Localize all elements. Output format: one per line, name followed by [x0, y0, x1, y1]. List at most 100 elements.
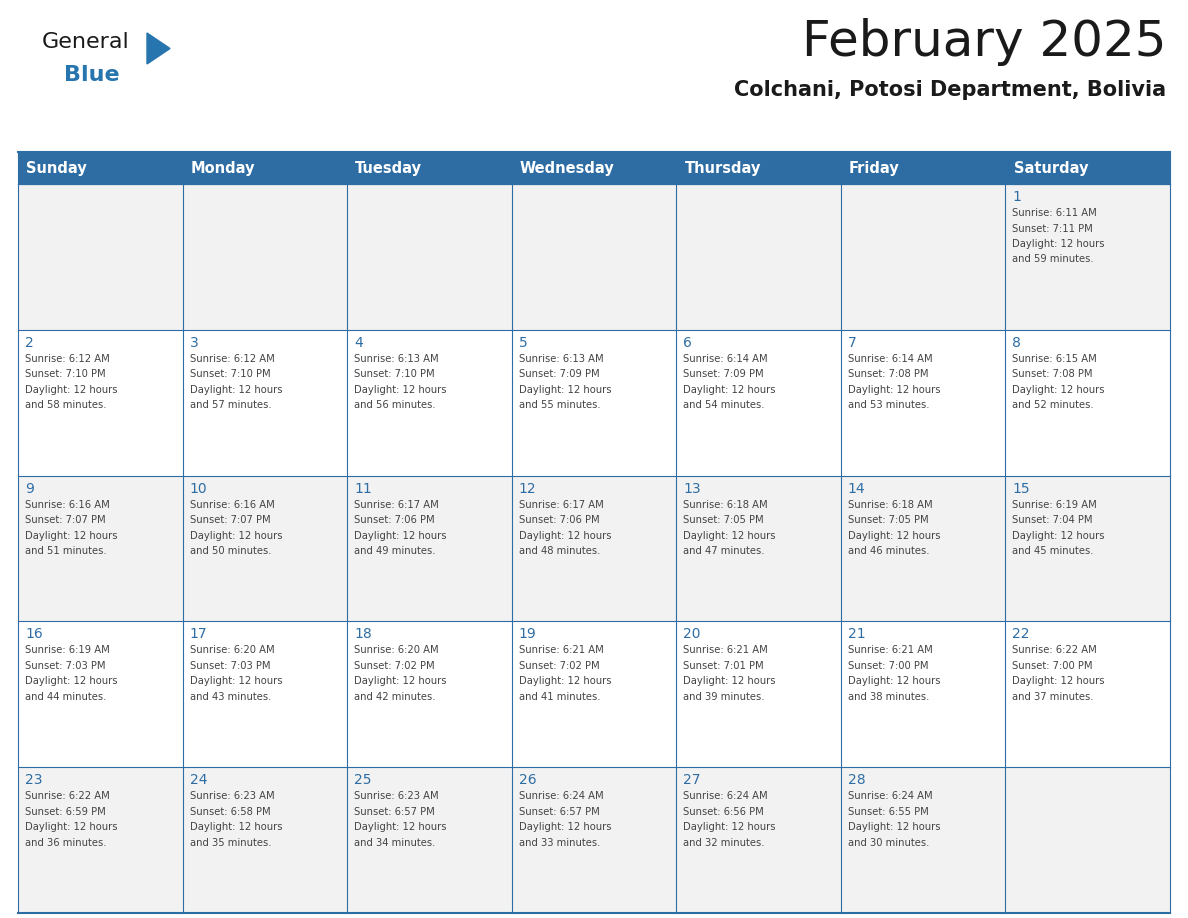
Text: Daylight: 12 hours: Daylight: 12 hours: [354, 531, 447, 541]
Text: Sunrise: 6:18 AM: Sunrise: 6:18 AM: [848, 499, 933, 509]
Text: and 53 minutes.: and 53 minutes.: [848, 400, 929, 410]
Text: Daylight: 12 hours: Daylight: 12 hours: [1012, 677, 1105, 687]
Bar: [512, 767, 676, 913]
Text: Daylight: 12 hours: Daylight: 12 hours: [848, 385, 941, 395]
Bar: [841, 767, 1005, 913]
Text: Sunset: 6:55 PM: Sunset: 6:55 PM: [848, 807, 929, 817]
Text: Sunset: 7:00 PM: Sunset: 7:00 PM: [1012, 661, 1093, 671]
Text: Sunset: 7:10 PM: Sunset: 7:10 PM: [354, 369, 435, 379]
Text: and 34 minutes.: and 34 minutes.: [354, 838, 436, 847]
Text: Blue: Blue: [64, 65, 120, 85]
Bar: [676, 184, 841, 330]
Text: Sunrise: 6:19 AM: Sunrise: 6:19 AM: [25, 645, 109, 655]
Text: 8: 8: [1012, 336, 1022, 350]
Bar: [18, 330, 183, 476]
Text: Sunset: 7:09 PM: Sunset: 7:09 PM: [519, 369, 599, 379]
Text: Daylight: 12 hours: Daylight: 12 hours: [190, 677, 282, 687]
Text: 18: 18: [354, 627, 372, 642]
Text: Sunrise: 6:21 AM: Sunrise: 6:21 AM: [683, 645, 767, 655]
Text: Sunrise: 6:21 AM: Sunrise: 6:21 AM: [519, 645, 604, 655]
Text: Sunrise: 6:17 AM: Sunrise: 6:17 AM: [354, 499, 438, 509]
Text: February 2025: February 2025: [802, 18, 1165, 66]
Text: and 54 minutes.: and 54 minutes.: [683, 400, 765, 410]
Text: Sunrise: 6:12 AM: Sunrise: 6:12 AM: [190, 353, 274, 364]
Text: Sunrise: 6:16 AM: Sunrise: 6:16 AM: [190, 499, 274, 509]
Text: Sunset: 7:07 PM: Sunset: 7:07 PM: [25, 515, 106, 525]
Text: 25: 25: [354, 773, 372, 788]
Bar: [183, 152, 347, 184]
Text: Daylight: 12 hours: Daylight: 12 hours: [354, 823, 447, 833]
Text: and 33 minutes.: and 33 minutes.: [519, 838, 600, 847]
Text: Sunset: 6:57 PM: Sunset: 6:57 PM: [519, 807, 600, 817]
Bar: [841, 621, 1005, 767]
Text: Daylight: 12 hours: Daylight: 12 hours: [683, 531, 776, 541]
Text: 19: 19: [519, 627, 537, 642]
Text: 15: 15: [1012, 482, 1030, 496]
Text: Saturday: Saturday: [1013, 161, 1088, 175]
Text: Daylight: 12 hours: Daylight: 12 hours: [519, 531, 611, 541]
Text: Sunrise: 6:20 AM: Sunrise: 6:20 AM: [354, 645, 438, 655]
Text: Friday: Friday: [849, 161, 899, 175]
Text: Sunset: 7:03 PM: Sunset: 7:03 PM: [190, 661, 270, 671]
Bar: [841, 152, 1005, 184]
Text: Sunset: 7:02 PM: Sunset: 7:02 PM: [519, 661, 599, 671]
Bar: [347, 476, 512, 621]
Text: 21: 21: [848, 627, 866, 642]
Text: Sunset: 6:56 PM: Sunset: 6:56 PM: [683, 807, 764, 817]
Text: Sunrise: 6:14 AM: Sunrise: 6:14 AM: [848, 353, 933, 364]
Text: Sunrise: 6:20 AM: Sunrise: 6:20 AM: [190, 645, 274, 655]
Text: 23: 23: [25, 773, 43, 788]
Text: Sunset: 6:59 PM: Sunset: 6:59 PM: [25, 807, 106, 817]
Text: General: General: [42, 32, 129, 52]
Text: and 47 minutes.: and 47 minutes.: [683, 546, 765, 556]
Text: and 35 minutes.: and 35 minutes.: [190, 838, 271, 847]
Polygon shape: [147, 33, 170, 64]
Text: and 59 minutes.: and 59 minutes.: [1012, 254, 1094, 264]
Text: and 43 minutes.: and 43 minutes.: [190, 692, 271, 702]
Bar: [512, 184, 676, 330]
Text: and 57 minutes.: and 57 minutes.: [190, 400, 271, 410]
Text: 17: 17: [190, 627, 207, 642]
Text: Monday: Monday: [191, 161, 255, 175]
Text: Sunset: 7:10 PM: Sunset: 7:10 PM: [190, 369, 270, 379]
Text: Sunrise: 6:21 AM: Sunrise: 6:21 AM: [848, 645, 933, 655]
Text: Wednesday: Wednesday: [520, 161, 614, 175]
Bar: [347, 330, 512, 476]
Text: 5: 5: [519, 336, 527, 350]
Text: 27: 27: [683, 773, 701, 788]
Text: Daylight: 12 hours: Daylight: 12 hours: [683, 677, 776, 687]
Text: Daylight: 12 hours: Daylight: 12 hours: [519, 677, 611, 687]
Text: Sunset: 7:05 PM: Sunset: 7:05 PM: [848, 515, 929, 525]
Text: Sunrise: 6:11 AM: Sunrise: 6:11 AM: [1012, 208, 1098, 218]
Text: and 38 minutes.: and 38 minutes.: [848, 692, 929, 702]
Text: 1: 1: [1012, 190, 1022, 204]
Text: Sunrise: 6:14 AM: Sunrise: 6:14 AM: [683, 353, 767, 364]
Bar: [676, 621, 841, 767]
Bar: [347, 621, 512, 767]
Bar: [18, 476, 183, 621]
Bar: [1005, 184, 1170, 330]
Bar: [18, 621, 183, 767]
Text: and 49 minutes.: and 49 minutes.: [354, 546, 436, 556]
Text: Sunrise: 6:13 AM: Sunrise: 6:13 AM: [354, 353, 438, 364]
Text: and 30 minutes.: and 30 minutes.: [848, 838, 929, 847]
Text: and 37 minutes.: and 37 minutes.: [1012, 692, 1094, 702]
Text: Daylight: 12 hours: Daylight: 12 hours: [1012, 239, 1105, 249]
Bar: [18, 184, 183, 330]
Text: and 48 minutes.: and 48 minutes.: [519, 546, 600, 556]
Text: and 41 minutes.: and 41 minutes.: [519, 692, 600, 702]
Text: Sunrise: 6:23 AM: Sunrise: 6:23 AM: [354, 791, 438, 801]
Bar: [676, 330, 841, 476]
Text: 4: 4: [354, 336, 362, 350]
Bar: [18, 152, 183, 184]
Text: Daylight: 12 hours: Daylight: 12 hours: [25, 385, 118, 395]
Text: Daylight: 12 hours: Daylight: 12 hours: [190, 823, 282, 833]
Text: Thursday: Thursday: [684, 161, 760, 175]
Text: Sunrise: 6:17 AM: Sunrise: 6:17 AM: [519, 499, 604, 509]
Text: Daylight: 12 hours: Daylight: 12 hours: [190, 385, 282, 395]
Bar: [676, 767, 841, 913]
Bar: [183, 621, 347, 767]
Bar: [676, 476, 841, 621]
Text: and 56 minutes.: and 56 minutes.: [354, 400, 436, 410]
Text: and 55 minutes.: and 55 minutes.: [519, 400, 600, 410]
